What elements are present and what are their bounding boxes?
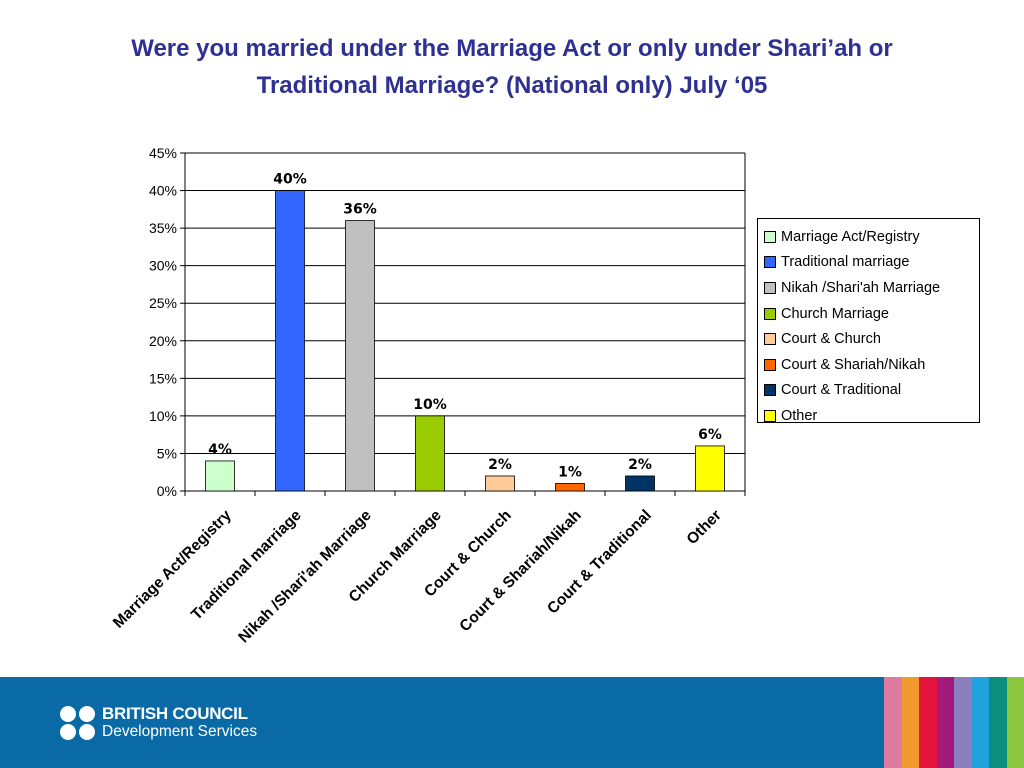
legend-swatch (764, 256, 776, 269)
y-tick-label: 45% (149, 145, 177, 161)
y-tick-label: 20% (149, 333, 177, 349)
color-stripe (901, 677, 919, 768)
data-label: 10% (413, 397, 447, 413)
y-tick-label: 40% (149, 183, 177, 199)
x-tick-label: Other (684, 507, 725, 548)
y-tick-label: 10% (149, 408, 177, 424)
color-stripe (989, 677, 1007, 768)
legend-swatch (764, 409, 776, 422)
bar-3 (345, 220, 375, 492)
legend-label: Other (781, 407, 818, 424)
legend-label: Court & Shariah/Nikah (781, 356, 926, 373)
british-council-logo: BRITISH COUNCIL Development Services (60, 705, 257, 741)
color-stripe (919, 677, 937, 768)
color-stripe (971, 677, 989, 768)
legend-swatch (764, 307, 776, 320)
plot-area (185, 153, 745, 491)
data-label: 6% (698, 427, 722, 443)
data-label: 2% (488, 457, 512, 473)
data-label: 4% (208, 442, 232, 458)
legend-item: Marriage Act/Registry (764, 224, 979, 250)
y-tick-label: 35% (149, 220, 177, 236)
logo-dots-icon (60, 706, 96, 740)
y-tick-label: 15% (149, 370, 177, 386)
logo-line2: Development Services (102, 723, 258, 740)
y-tick-label: 5% (157, 445, 177, 461)
x-tick-label: Marriage Act/Registry (110, 507, 235, 632)
x-tick-label: Court & Shariah/Nikah (456, 507, 584, 635)
legend-swatch (764, 281, 776, 294)
y-tick-label: 0% (157, 483, 177, 499)
data-label: 2% (628, 457, 652, 473)
data-label: 1% (558, 464, 582, 480)
legend-label: Court & Church (781, 331, 881, 348)
legend-swatch (764, 384, 776, 397)
legend-item: Court & Church (764, 326, 979, 352)
y-tick-label: 30% (149, 258, 177, 274)
data-label: 36% (343, 202, 377, 218)
slide-title-line2: Traditional Marriage? (National only) Ju… (256, 72, 768, 99)
x-tick-label: Nikah /Shari'ah Marriage (235, 507, 375, 647)
bar-7 (625, 475, 655, 492)
legend-swatch (764, 358, 776, 371)
footer-bar: BRITISH COUNCIL Development Services (0, 677, 1024, 768)
legend-item: Other (764, 403, 979, 429)
bar-4 (415, 415, 445, 492)
slide-title-line1: Were you married under the Marriage Act … (131, 35, 893, 62)
legend-item: Traditional marriage (764, 250, 979, 276)
bar-8 (695, 445, 725, 492)
bar-1 (205, 460, 235, 492)
legend-item: Nikah /Shari'ah Marriage (764, 275, 979, 301)
legend-label: Church Marriage (781, 305, 889, 322)
data-label: 40% (273, 172, 307, 188)
color-stripe (954, 677, 972, 768)
color-stripe (936, 677, 954, 768)
bar-chart: 0% 5% 10% 15% 20% 25% 30% 35% 40% 45% 4% Marriage A… (110, 145, 746, 647)
logo-line1: BRITISH COUNCIL (102, 704, 248, 723)
legend-label: Marriage Act/Registry (781, 228, 920, 245)
legend-item: Court & Traditional (764, 378, 979, 404)
legend-item: Church Marriage (764, 301, 979, 327)
bar-2 (275, 190, 305, 492)
color-stripe (884, 677, 902, 768)
chart-legend: Marriage Act/Registry Traditional marriag… (757, 218, 980, 424)
legend-swatch (764, 333, 776, 346)
color-stripe (1006, 677, 1024, 768)
slide-title: Were you married under the Marriage Act … (40, 30, 984, 104)
legend-swatch (764, 230, 776, 243)
bar-6 (555, 483, 585, 492)
legend-label: Traditional marriage (781, 254, 910, 271)
legend-label: Court & Traditional (781, 382, 902, 399)
legend-item: Court & Shariah/Nikah (764, 352, 979, 378)
color-stripes (884, 677, 1024, 768)
y-tick-label: 25% (149, 295, 177, 311)
bar-5 (485, 475, 515, 492)
legend-label: Nikah /Shari'ah Marriage (781, 279, 941, 296)
